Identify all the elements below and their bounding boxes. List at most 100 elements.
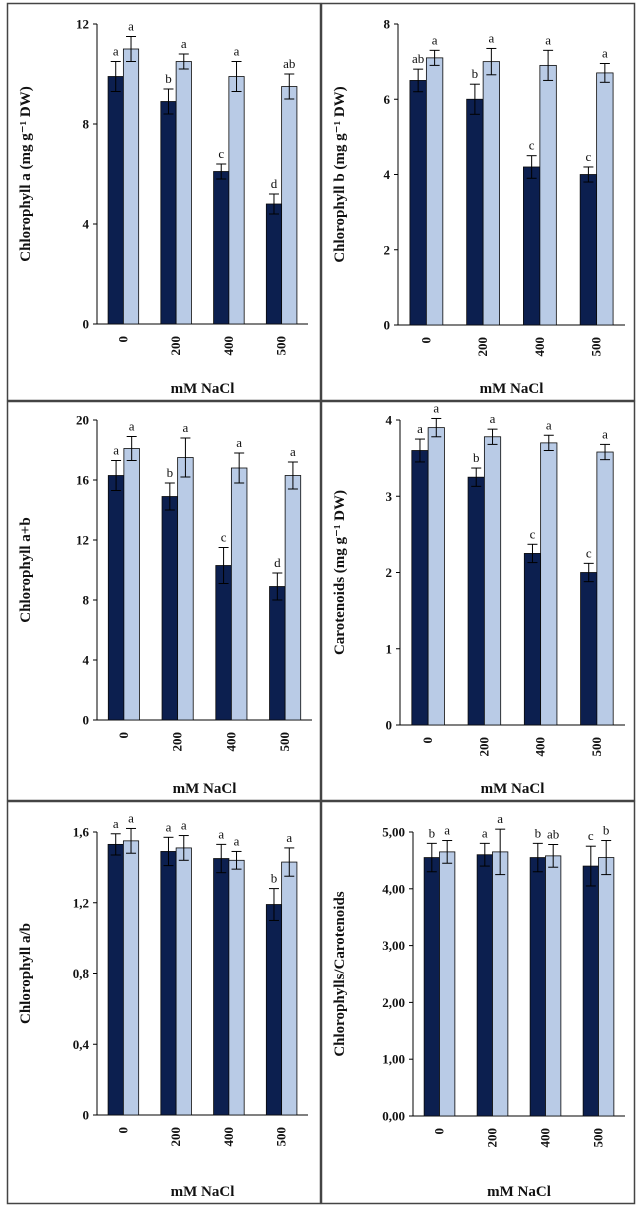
bar-light-0 <box>425 57 444 326</box>
significance-letter: a <box>166 819 172 834</box>
significance-letter: a <box>218 826 224 841</box>
bar-light-0 <box>123 448 140 721</box>
significance-letter: a <box>482 825 488 840</box>
significance-letter: a <box>290 444 296 459</box>
bar-light-200 <box>482 61 500 326</box>
x-tick-label: 400 <box>221 336 236 356</box>
x-tick-label: 500 <box>274 1127 289 1147</box>
y-tick-label: 0 <box>83 317 90 332</box>
y-axis-title: Chlorophyll a/b <box>18 923 34 1024</box>
significance-letter: a <box>128 19 134 34</box>
x-tick-label: 0 <box>432 1128 447 1135</box>
significance-letter: ab <box>283 56 295 71</box>
bar-dark-400 <box>213 858 230 1116</box>
bar-light-500 <box>281 861 298 1116</box>
x-tick-label: 500 <box>274 336 289 356</box>
bar-dark-0 <box>409 80 427 326</box>
x-tick-label: 0 <box>115 1127 130 1134</box>
bar-dark-400 <box>523 553 542 726</box>
panel-frame <box>6 2 322 402</box>
x-tick-label: 400 <box>532 337 547 357</box>
significance-letter: c <box>218 146 224 161</box>
bar-light-400 <box>540 442 558 726</box>
bar-light-500 <box>598 857 615 1117</box>
bar-dark-400 <box>529 857 546 1117</box>
panel-frame <box>320 800 636 1205</box>
significance-letter: c <box>221 530 227 545</box>
y-axis-title: Chlorophyll a+b <box>18 517 34 622</box>
significance-letter: a <box>234 44 240 59</box>
significance-letter: c <box>529 138 535 153</box>
y-axis-title: Chlorophyll a (mg g⁻¹ DW) <box>18 86 34 261</box>
significance-letter: a <box>286 830 292 845</box>
bar-dark-500 <box>582 865 599 1117</box>
bar-dark-0 <box>423 857 440 1117</box>
significance-letter: b <box>473 450 480 465</box>
y-tick-label: 12 <box>76 533 89 548</box>
significance-letter: a <box>183 420 189 435</box>
y-tick-label: 4,00 <box>382 881 405 896</box>
bar-dark-400 <box>215 565 232 721</box>
bar-dark-200 <box>160 851 177 1116</box>
x-tick-label: 400 <box>223 732 238 752</box>
bar-dark-200 <box>161 496 179 721</box>
bar-dark-500 <box>269 586 286 721</box>
significance-letter: a <box>488 30 494 45</box>
bar-dark-500 <box>579 174 598 326</box>
x-tick-label: 500 <box>589 337 604 357</box>
significance-letter: a <box>113 443 119 458</box>
bar-dark-500 <box>265 203 283 325</box>
y-tick-label: 2 <box>384 242 391 257</box>
significance-letter: a <box>129 419 135 434</box>
y-tick-label: 0,00 <box>382 1109 405 1124</box>
x-tick-label: 200 <box>170 732 185 752</box>
bar-light-500 <box>596 451 614 726</box>
y-tick-label: 16 <box>76 473 90 488</box>
bar-dark-200 <box>467 476 485 726</box>
significance-letter: b <box>271 871 278 886</box>
significance-letter: b <box>603 823 610 838</box>
bar-light-200 <box>492 851 509 1117</box>
panel-frame <box>6 400 322 802</box>
significance-letter: b <box>165 71 172 86</box>
y-tick-label: 4 <box>384 167 391 182</box>
x-axis-title: mM NaCl <box>481 781 545 797</box>
significance-letter: d <box>271 176 278 191</box>
y-axis-title: Chlorophyll b (mg g⁻¹ DW) <box>332 86 348 262</box>
x-tick-label: 0 <box>116 732 131 739</box>
bar-dark-0 <box>107 76 124 325</box>
bar-dark-0 <box>107 475 125 721</box>
significance-letter: c <box>530 526 536 541</box>
y-tick-label: 3,00 <box>382 938 405 953</box>
x-axis-title: mM NaCl <box>173 781 237 797</box>
significance-letter: a <box>181 36 187 51</box>
bar-light-200 <box>177 457 194 721</box>
bar-dark-500 <box>265 904 283 1116</box>
bar-light-200 <box>483 436 502 726</box>
significance-letter: b <box>535 825 542 840</box>
y-tick-label: 8 <box>384 17 391 32</box>
significance-letter: c <box>586 149 592 164</box>
bar-light-400 <box>545 855 562 1117</box>
bar-dark-0 <box>107 843 124 1116</box>
bar-dark-200 <box>160 101 177 325</box>
panel-frame <box>320 2 636 402</box>
significance-letter: b <box>472 66 479 81</box>
significance-letter: a <box>545 32 551 47</box>
y-tick-label: 0 <box>83 713 90 728</box>
y-tick-label: 8 <box>83 117 90 132</box>
significance-letter: ab <box>412 51 424 66</box>
significance-letter: a <box>444 823 450 838</box>
significance-letter: a <box>433 400 439 415</box>
y-tick-label: 8 <box>83 593 90 608</box>
bar-light-200 <box>175 61 192 325</box>
y-tick-label: 2 <box>386 565 393 580</box>
x-tick-label: 400 <box>221 1127 236 1147</box>
bar-dark-400 <box>213 171 230 325</box>
bar-dark-500 <box>580 572 598 726</box>
y-axis-title: Chlorophylls/Carotenoids <box>332 891 348 1056</box>
